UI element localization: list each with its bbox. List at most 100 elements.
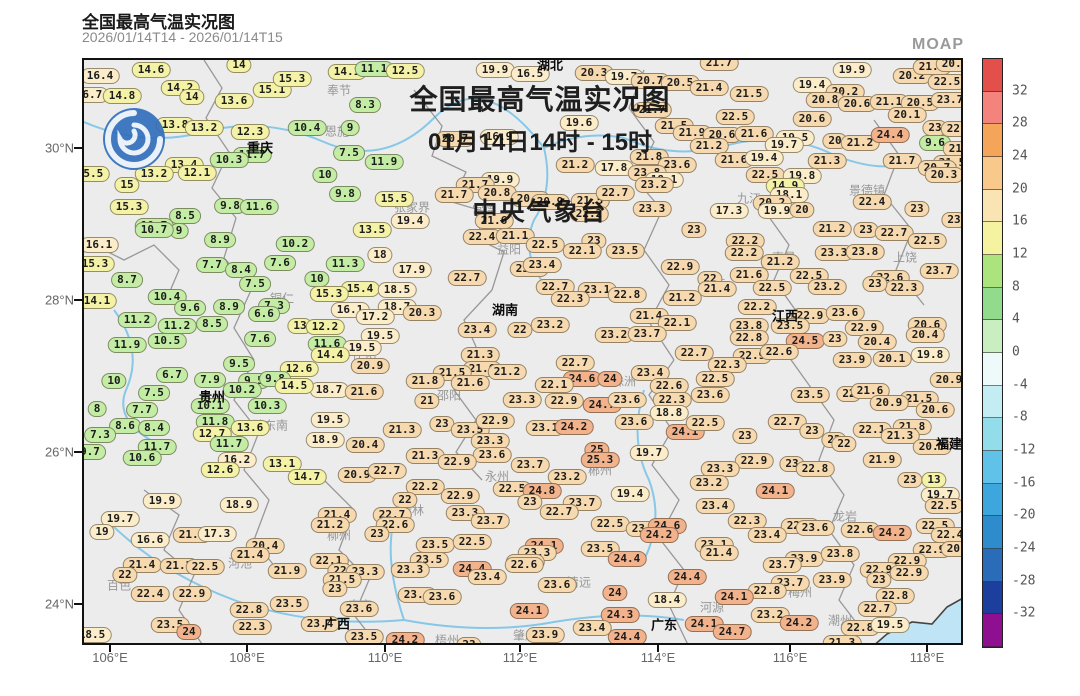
- station-temp-label: 22.9: [475, 413, 515, 429]
- station-temp-label: 13.1: [262, 456, 302, 472]
- station-temp-label: 19.9: [832, 62, 872, 78]
- station-temp-label: 17.2: [355, 309, 395, 325]
- colorbar-segment: [983, 418, 1002, 451]
- station-temp-label: 19.7: [764, 137, 804, 153]
- station-temp-label: 12.6: [200, 462, 240, 478]
- station-temp-label: 21.2: [487, 364, 527, 380]
- station-temp-label: 22.3: [884, 280, 924, 296]
- station-temp-label: 18.9: [219, 497, 259, 513]
- province-label: 湖南: [491, 302, 519, 318]
- station-temp-label: 23.5: [605, 243, 645, 259]
- station-temp-label: 22.5: [452, 534, 492, 550]
- station-temp-label: 23: [799, 423, 825, 439]
- lat-tick-label: 26°N: [44, 444, 74, 460]
- station-temp-label: 24.4: [667, 569, 707, 585]
- station-temp-label: 22.5: [185, 559, 225, 575]
- station-temp-label: 22.9: [437, 454, 477, 470]
- station-temp-label: 18.4: [647, 592, 687, 608]
- station-temp-label: 6.6: [248, 306, 280, 322]
- station-temp-label: 14.1: [327, 64, 367, 80]
- colorbar-segment: [983, 516, 1002, 549]
- station-temp-label: 22.5: [927, 74, 961, 90]
- station-temp-label: 15.3: [84, 256, 115, 272]
- station-temp-label: 21.6: [729, 267, 769, 283]
- cma-logo-icon: [103, 108, 165, 170]
- lon-tick-label: 112°E: [502, 650, 538, 665]
- station-temp-label: 10: [101, 373, 127, 389]
- station-temp-label: 24.4: [870, 127, 910, 143]
- station-temp-label: 19.9: [142, 493, 182, 509]
- station-temp-label: 23.4: [630, 365, 670, 381]
- colorbar-segment: [983, 222, 1002, 255]
- station-temp-label: 20.9: [337, 467, 377, 483]
- station-temp-label: 20.6: [792, 111, 832, 127]
- station-temp-label: 23.6: [422, 589, 462, 605]
- station-temp-label: 23: [904, 201, 930, 217]
- station-temp-label: 21.3: [460, 347, 500, 363]
- station-temp-label: 24.2: [639, 527, 679, 543]
- station-temp-label: 22: [831, 436, 857, 452]
- station-temp-label: 19: [89, 524, 115, 540]
- station-temp-label: 12.3: [230, 124, 270, 140]
- station-temp-label: 11.9: [364, 154, 404, 170]
- station-temp-label: 22.6: [840, 522, 880, 538]
- city-label: 永州: [484, 469, 510, 484]
- station-temp-label: 22.4: [852, 194, 892, 210]
- colorbar-segment: [983, 156, 1002, 190]
- station-temp-label: 22.7: [555, 355, 595, 371]
- colorbar-segment: [983, 254, 1002, 288]
- station-temp-label: 22.5: [752, 280, 792, 296]
- lon-tick-label: 118°E: [909, 650, 945, 665]
- station-temp-label: 21.4: [699, 545, 739, 561]
- colorbar-segment: [983, 483, 1002, 517]
- station-temp-label: 23.6: [472, 447, 512, 463]
- station-temp-label: 22.5: [924, 498, 961, 514]
- province-label: 重庆: [246, 140, 274, 156]
- station-temp-label: 9.5: [223, 356, 255, 372]
- station-temp-label: 8: [87, 401, 107, 417]
- colorbar-tick-label: 16: [1012, 213, 1028, 229]
- station-temp-label: 7.7: [196, 257, 228, 273]
- station-temp-label: 10.4: [287, 120, 327, 136]
- station-temp-label: 22.7: [767, 414, 807, 430]
- station-temp-label: 20.9: [350, 358, 390, 374]
- station-temp-label: 22.7: [674, 345, 714, 361]
- lon-tick-label: 110°E: [367, 650, 403, 665]
- station-temp-label: 18: [367, 247, 393, 263]
- station-temp-label: 20.1: [887, 107, 927, 123]
- city-label: 梧州: [434, 633, 460, 645]
- station-temp-label: 23.1: [525, 420, 565, 436]
- station-temp-label: 23.3: [700, 461, 740, 477]
- station-temp-label: 22.5: [715, 109, 755, 125]
- station-temp-label: 10.3: [209, 152, 249, 168]
- station-temp-label: 24.4: [607, 629, 647, 643]
- map-area[interactable]: 16.414.614.21416.714.813.615.11415.314.1…: [82, 58, 963, 645]
- lon-tick-label: 106°E: [92, 650, 128, 665]
- station-temp-label: 9.6: [174, 300, 206, 316]
- station-temp-label: 22.9: [734, 453, 774, 469]
- station-temp-label: 23.2: [530, 317, 570, 333]
- station-temp-label: 23.6: [614, 414, 654, 430]
- station-temp-label: 10.3: [247, 398, 287, 414]
- station-temp-label: 24: [176, 624, 202, 640]
- station-temp-label: 11.7: [209, 436, 249, 452]
- station-temp-label: 21.3: [405, 448, 445, 464]
- station-temp-label: 9.6: [919, 135, 951, 151]
- station-temp-label: 24.1: [509, 603, 549, 619]
- colorbar-tick-label: 8: [1012, 279, 1020, 295]
- station-temp-label: 18.9: [305, 432, 345, 448]
- station-temp-label: 22.8: [875, 588, 915, 604]
- station-temp-label: 14.1: [84, 293, 117, 309]
- station-temp-label: 10: [312, 167, 338, 183]
- station-temp-label: 11.3: [325, 256, 365, 272]
- station-temp-label: 21.6: [734, 126, 774, 142]
- station-temp-label: 23.5: [269, 596, 309, 612]
- station-temp-label: 22.7: [595, 185, 635, 201]
- station-temp-label: 23.6: [825, 305, 865, 321]
- lon-tick-mark: [926, 644, 928, 652]
- station-temp-label: 14.4: [310, 347, 350, 363]
- station-temp-label: 14.7: [287, 469, 327, 485]
- province-label: 福建: [935, 436, 963, 452]
- station-temp-label: 11.6: [239, 199, 279, 215]
- lat-tick-mark: [74, 451, 82, 453]
